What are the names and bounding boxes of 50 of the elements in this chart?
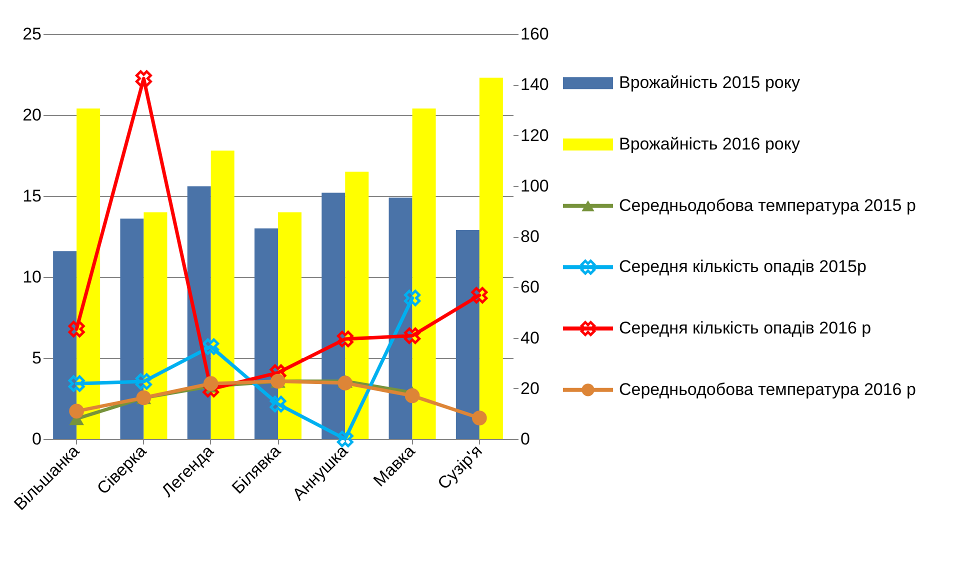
point [338,376,353,390]
bar [120,218,144,439]
point [404,327,421,344]
bar [53,251,77,439]
y2-tick-label: 100 [520,176,549,196]
point [202,338,220,355]
point [135,70,152,87]
y-tick-label: 25 [22,24,42,44]
point [471,286,488,304]
point [68,375,85,392]
point [270,396,286,412]
legend-label: Середньодобова температура 2016 р [619,380,916,399]
bar [210,150,234,439]
y-tick-label: 15 [22,186,42,206]
bar [412,108,436,439]
y-tick-label: 20 [22,106,42,124]
legend-label: Середньодобова температура 2015 р [619,196,916,215]
y-tick-label: 0 [32,430,42,448]
bar [345,172,369,439]
legend-label: Середня кількість опадів 2015р [619,257,866,276]
point [135,373,152,390]
y2-tick-label: 120 [520,126,549,145]
point [404,290,421,306]
y2-tick-label: 80 [520,227,540,246]
point [68,320,85,338]
legend-label: Середня кількість опадів 2016 р [619,318,872,338]
point [336,430,354,448]
point [404,388,420,404]
y2-tick-label: 40 [520,328,540,348]
legend-label: Врожайність 2016 року [619,134,800,154]
y2-tick-label: 0 [520,430,530,448]
bar [322,192,346,439]
point [69,404,84,419]
y2-tick-label: 60 [520,278,540,297]
bar [76,108,100,439]
bar [388,198,412,439]
point [336,330,354,348]
bar [254,228,278,439]
y-tick-label: 5 [32,348,42,368]
y2-tick-label: 140 [520,75,549,94]
y2-tick-label: 20 [520,378,540,398]
y2-tick-label: 160 [520,24,549,44]
bar [479,78,503,439]
legend-label: Врожайність 2015 року [619,73,800,92]
bar [456,230,480,439]
point [472,410,487,426]
bar [278,212,302,439]
y-tick-label: 10 [22,268,42,286]
bar [144,212,168,439]
point [203,376,218,391]
